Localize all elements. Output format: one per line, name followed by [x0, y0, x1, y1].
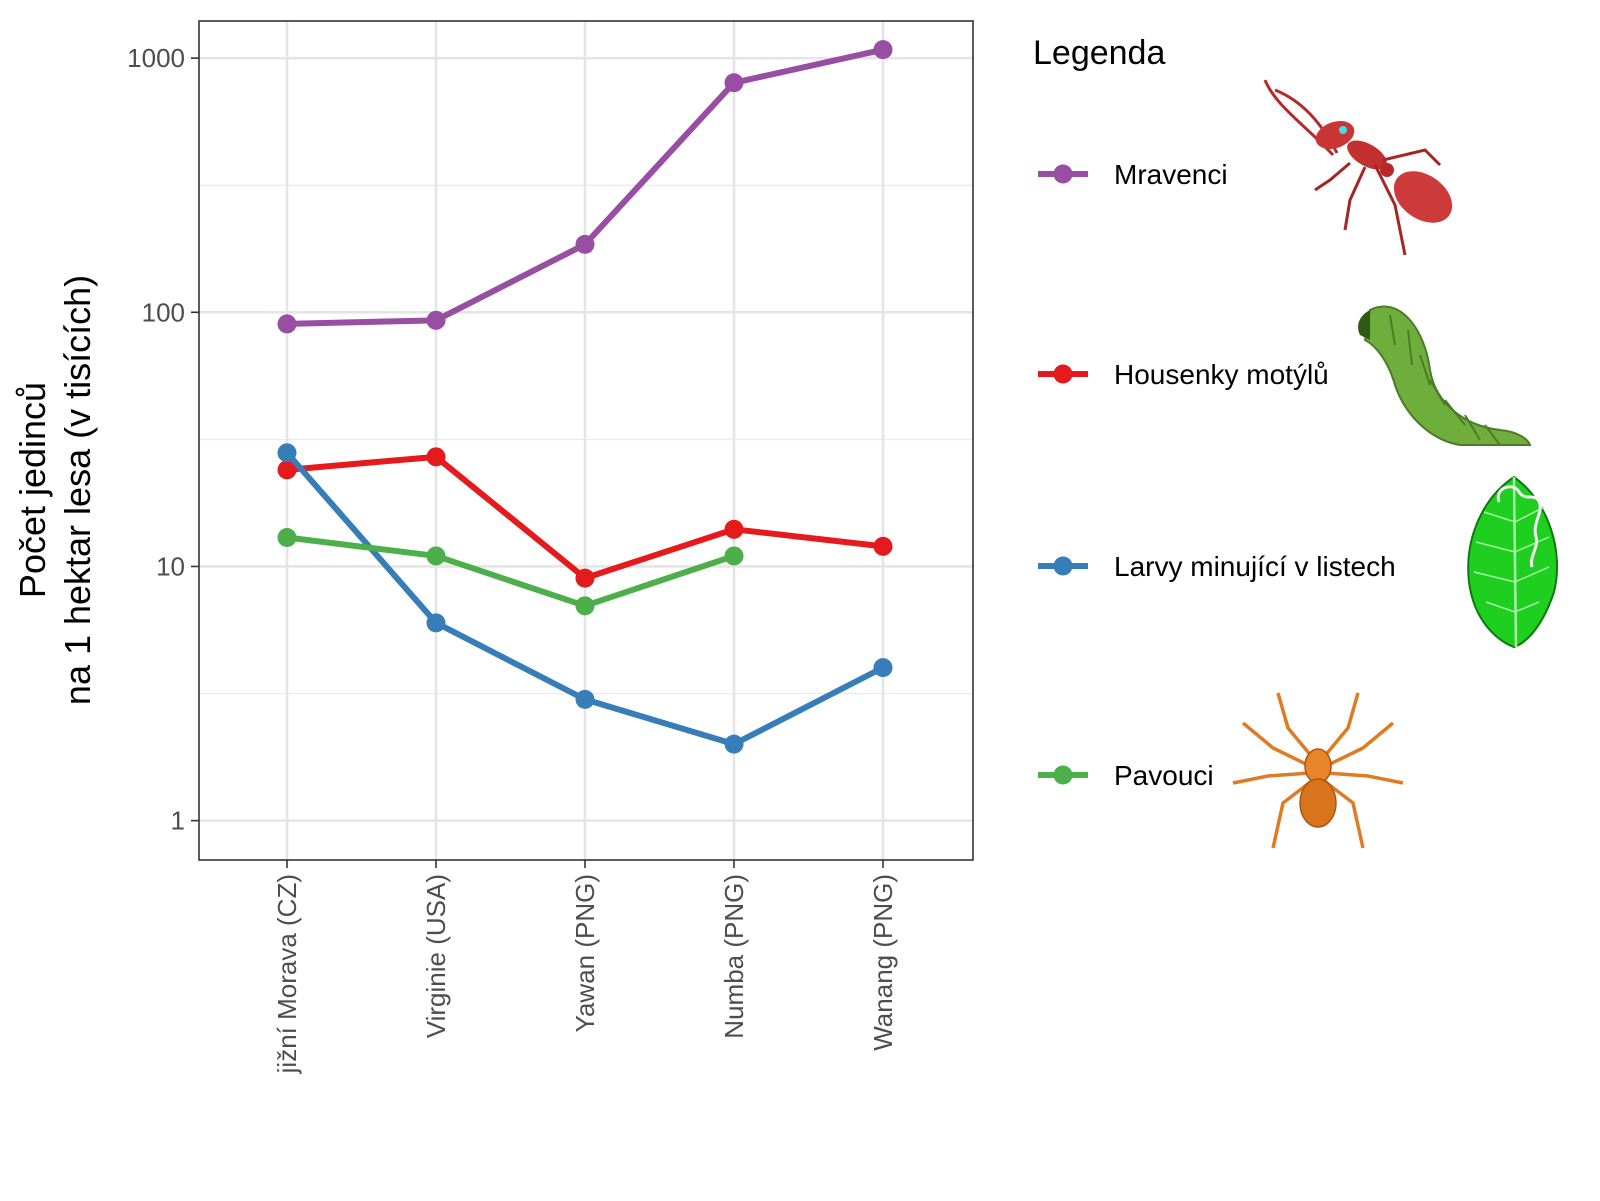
series-3	[277, 443, 893, 754]
data-point	[724, 519, 744, 539]
data-point	[873, 658, 893, 678]
y-tick-label: 10	[156, 551, 185, 581]
legend: Legenda Mravenci Housenky motýlů Larvy min…	[1033, 34, 1396, 791]
data-point	[575, 568, 595, 588]
data-point	[873, 536, 893, 556]
legend-entry-1: Mravenci	[1038, 159, 1228, 190]
data-point	[277, 460, 297, 480]
data-point	[426, 613, 446, 633]
legend-label: Pavouci	[1114, 760, 1214, 791]
caterpillar-icon	[1358, 305, 1532, 446]
grid-layer	[199, 21, 973, 860]
y-tick-label: 1000	[127, 43, 185, 73]
data-point	[575, 234, 595, 254]
legend-entry-2: Housenky motýlů	[1038, 359, 1329, 390]
y-tick-label: 1	[171, 806, 185, 836]
x-tick-label: jižní Morava (CZ)	[272, 874, 302, 1074]
legend-point	[1053, 765, 1073, 785]
x-tick-label: Numba (PNG)	[719, 874, 749, 1039]
legend-entry-3: Larvy minující v listech	[1038, 551, 1396, 582]
data-point	[426, 447, 446, 467]
y-axis-title-line2: na 1 hektar lesa (v tisících)	[57, 275, 98, 705]
y-tick-label: 100	[142, 297, 185, 327]
x-tick-label: Yawan (PNG)	[570, 874, 600, 1032]
data-point	[724, 546, 744, 566]
data-point	[426, 310, 446, 330]
data-point	[873, 40, 893, 60]
data-point	[575, 689, 595, 709]
legend-label: Mravenci	[1114, 159, 1228, 190]
data-point	[277, 314, 297, 334]
legend-point	[1053, 164, 1073, 184]
axis-layer: 1 10 100 1000 jižní Morava (CZ) Virginie (USA…	[127, 43, 898, 1074]
x-tick-label: Wanang (PNG)	[868, 874, 898, 1051]
legend-label: Larvy minující v listech	[1114, 551, 1396, 582]
series-1	[277, 40, 893, 334]
spider-icon	[1232, 692, 1404, 849]
y-axis-title-line1: Počet jedinců	[12, 382, 53, 598]
series-2	[277, 447, 893, 588]
mined-leaf-icon	[1467, 475, 1558, 649]
series-layer	[277, 40, 893, 754]
data-point	[277, 443, 297, 463]
x-tick-label: Virginie (USA)	[421, 874, 451, 1038]
legend-label: Housenky motýlů	[1114, 359, 1329, 390]
series-line	[286, 534, 735, 609]
ant-icon	[1263, 79, 1453, 256]
legend-point	[1053, 364, 1073, 384]
series-4	[277, 528, 744, 616]
legend-title: Legenda	[1033, 34, 1165, 72]
plot-panel-border	[198, 20, 974, 861]
data-point	[575, 596, 595, 616]
legend-entry-4: Pavouci	[1038, 760, 1214, 791]
data-point	[724, 734, 744, 754]
data-point	[724, 73, 744, 93]
data-point	[426, 546, 446, 566]
legend-point	[1053, 556, 1073, 576]
data-point	[277, 528, 297, 548]
